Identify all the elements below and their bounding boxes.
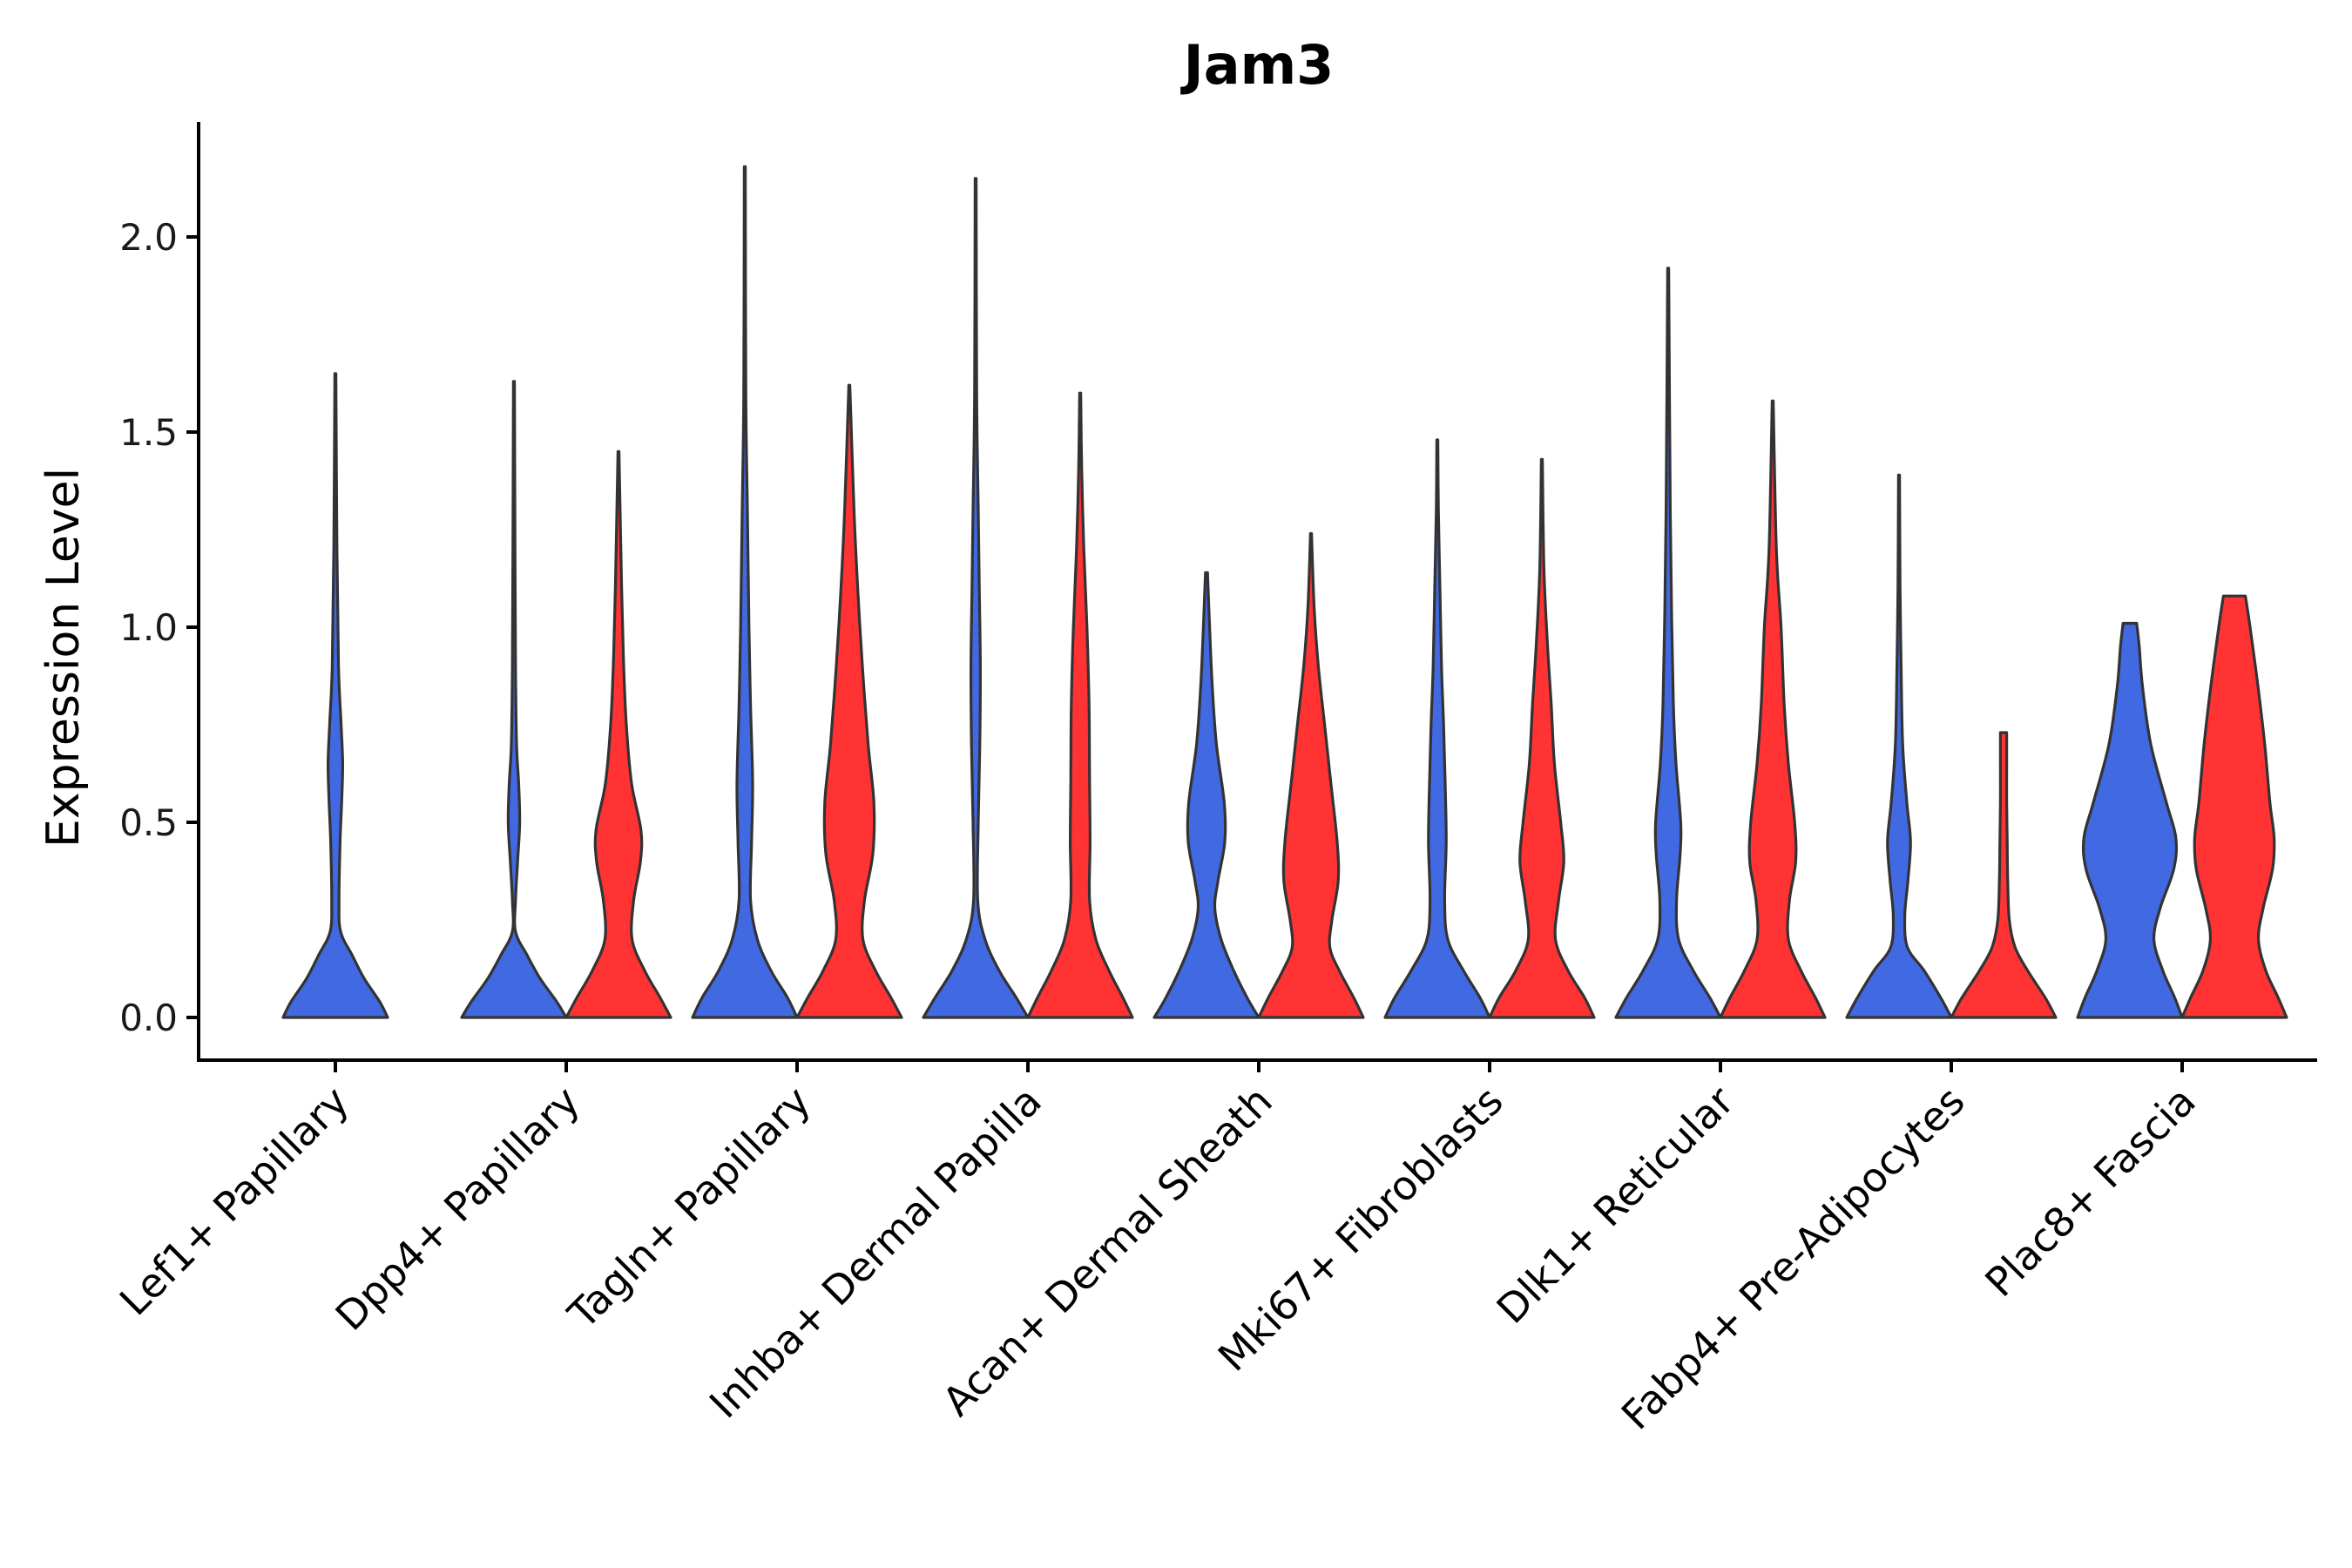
- violin-group2: [564, 449, 672, 1019]
- violin-group1: [691, 165, 799, 1019]
- violin-group2: [2180, 594, 2288, 1019]
- violin-group2: [1257, 531, 1365, 1019]
- x-category-label: Dpp4+ Papillary: [327, 1078, 589, 1340]
- violin-group2: [1026, 391, 1134, 1019]
- x-category-label: Plac8+ Fascia: [1976, 1078, 2204, 1306]
- violin-group2: [1488, 457, 1596, 1019]
- violin-layer: [281, 165, 2288, 1019]
- violin-group1: [2076, 621, 2184, 1019]
- y-axis-label: Expression Level: [37, 468, 90, 848]
- violin-group1: [1614, 267, 1722, 1019]
- violin-group1: [460, 380, 568, 1019]
- y-tick-label: 1.5: [119, 411, 178, 454]
- violin-group2: [1950, 731, 2058, 1019]
- violin-group1: [1383, 438, 1491, 1019]
- violin-group2: [795, 383, 903, 1019]
- violin-group1: [1152, 571, 1260, 1019]
- violin-group1: [281, 372, 389, 1019]
- chart-title: Jam3: [1180, 33, 1335, 97]
- y-tick-label: 2.0: [119, 216, 178, 259]
- y-tick-label: 0.5: [119, 801, 178, 844]
- violin-group2: [1719, 399, 1827, 1019]
- x-category-label: Tagln+ Papillary: [558, 1078, 820, 1339]
- y-tick-label: 0.0: [119, 997, 178, 1039]
- violin-group1: [1845, 473, 1953, 1019]
- x-category-label: Lef1+ Papillary: [111, 1078, 358, 1325]
- violin-group1: [922, 177, 1030, 1019]
- y-tick-label: 1.0: [119, 606, 178, 649]
- x-category-label: Dlk1+ Reticular: [1488, 1078, 1743, 1333]
- y-axis: 0.0 0.5 1.0 1.5 2.0: [119, 122, 200, 1060]
